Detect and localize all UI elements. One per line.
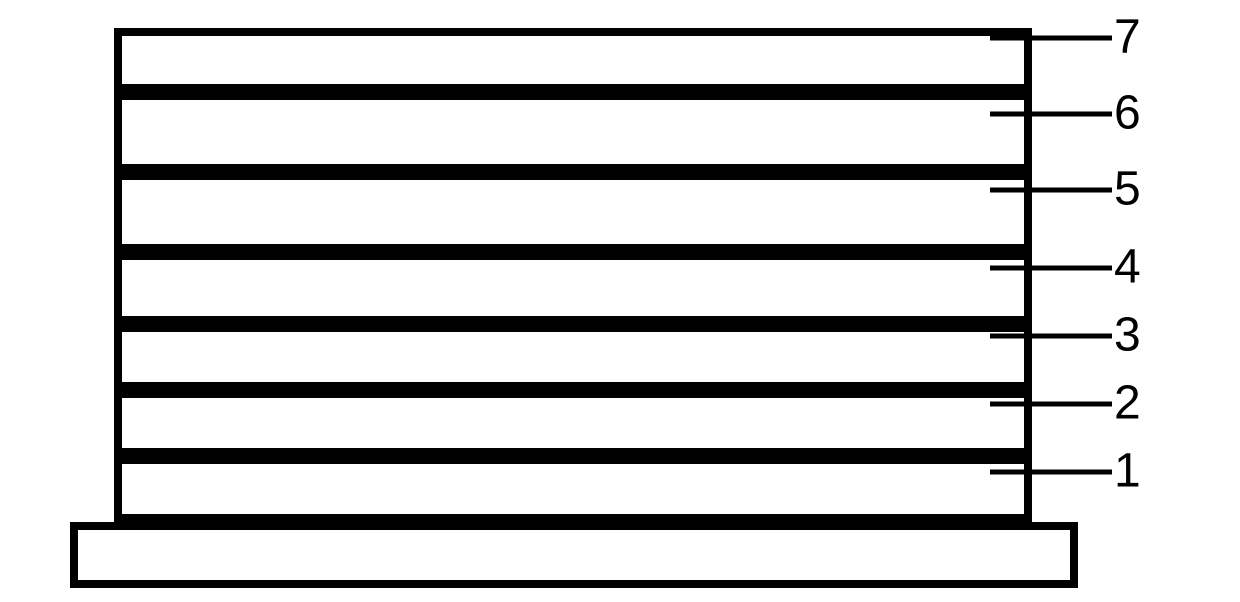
layer-label: 2: [1114, 377, 1141, 430]
layer-label: 3: [1114, 309, 1141, 362]
layer-rect: [118, 32, 1028, 88]
layer-rect: [118, 96, 1028, 168]
layer-rect: [118, 394, 1028, 452]
layer-rect: [118, 176, 1028, 248]
layer-label: 5: [1114, 163, 1141, 216]
layer-label: 1: [1114, 445, 1141, 498]
layer-label: 6: [1114, 87, 1141, 140]
layer-rect: [74, 526, 1074, 584]
layered-stack-diagram: 7 6 5 4 3 2 1: [70, 10, 1170, 590]
layer-rect: [118, 460, 1028, 518]
layer-label: 4: [1114, 241, 1141, 294]
layer-label: 7: [1114, 11, 1141, 64]
diagram-svg: 7 6 5 4 3 2 1: [70, 10, 1170, 590]
layer-rect: [118, 256, 1028, 320]
layer-rect: [118, 328, 1028, 386]
